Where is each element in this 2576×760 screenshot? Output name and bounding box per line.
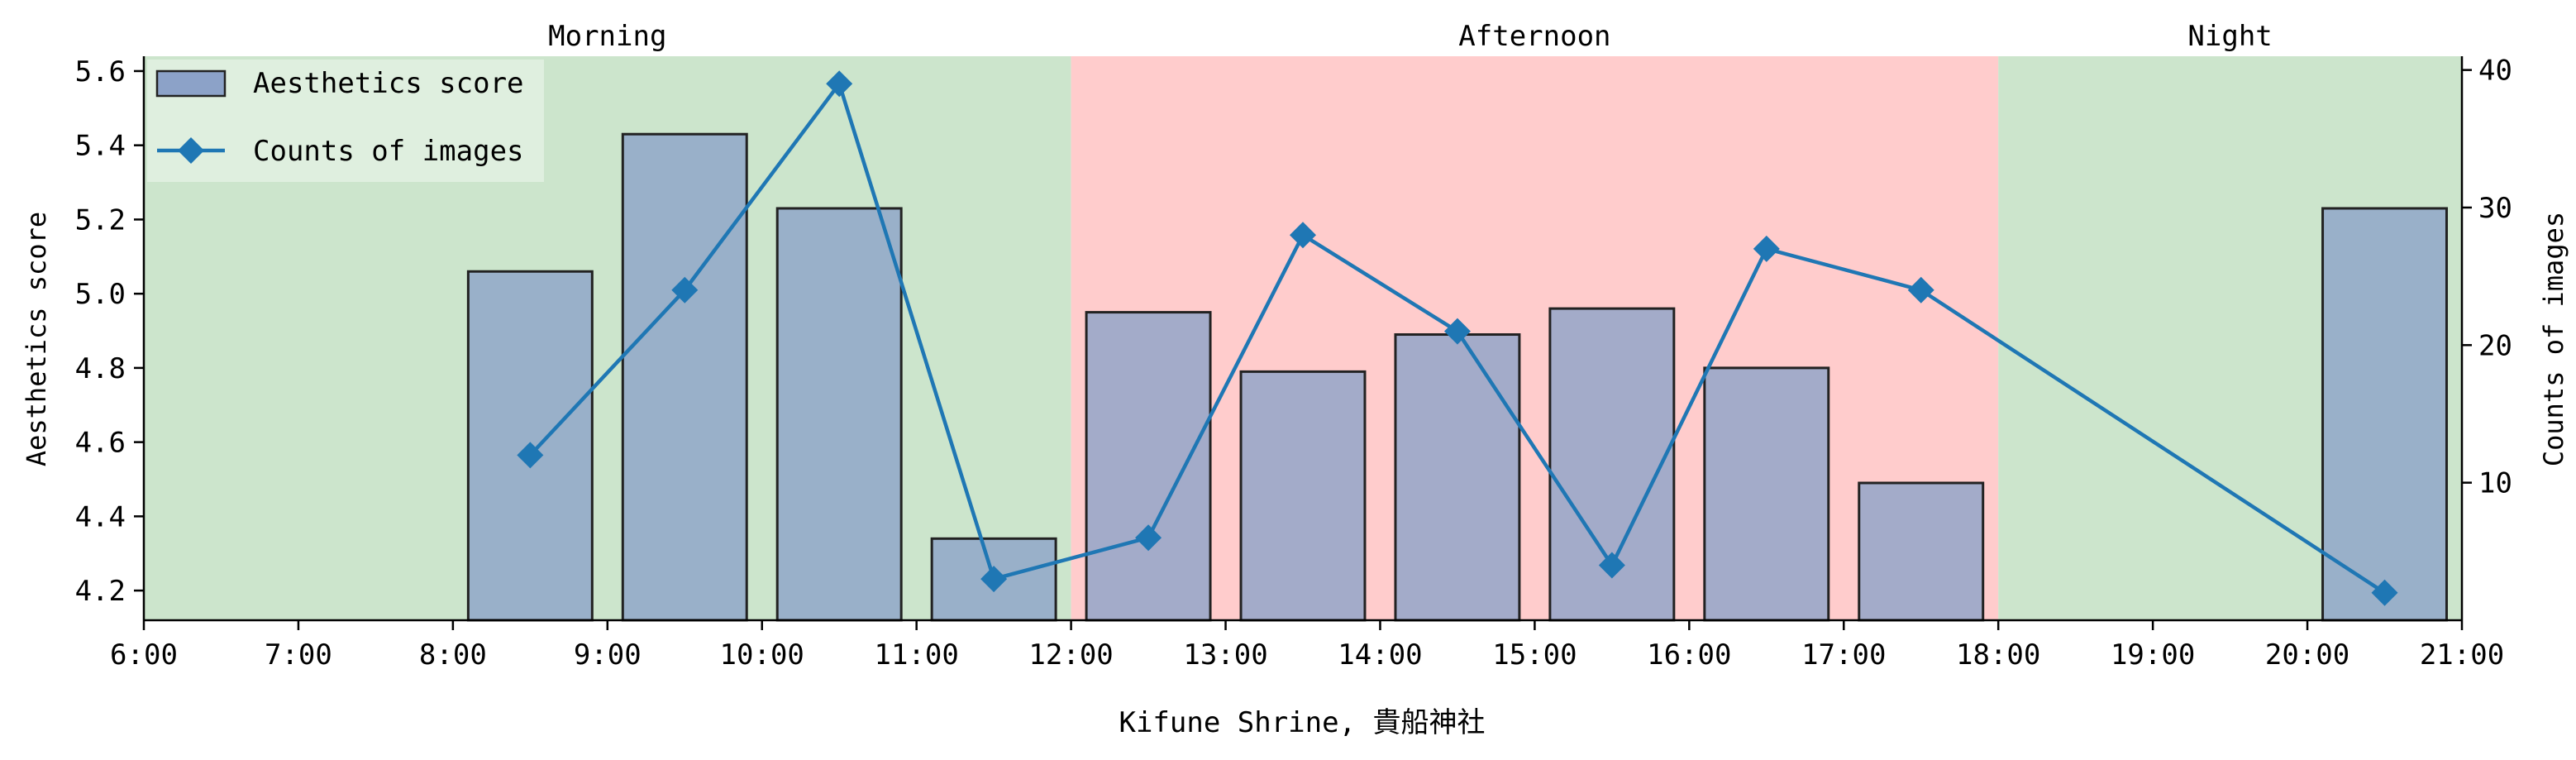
y-tick-label-left: 5.4 bbox=[75, 130, 126, 163]
legend-bar-label: Aesthetics score bbox=[253, 67, 524, 100]
bar bbox=[621, 132, 748, 622]
bar bbox=[1394, 333, 1521, 622]
period-label-morning: Morning bbox=[548, 20, 666, 53]
x-tick-label: 13:00 bbox=[1183, 638, 1267, 672]
line-point bbox=[1598, 552, 1625, 579]
y-tick-label-right: 20 bbox=[2478, 329, 2512, 362]
period-label-afternoon: Afternoon bbox=[1458, 20, 1610, 53]
x-tick-label: 16:00 bbox=[1647, 638, 1731, 672]
bar bbox=[1858, 481, 1985, 622]
line-point bbox=[671, 276, 699, 304]
y-tick-label-right: 30 bbox=[2478, 192, 2512, 225]
x-tick-label: 8:00 bbox=[419, 638, 487, 672]
line-point bbox=[1443, 318, 1471, 345]
x-tick-label: 12:00 bbox=[1028, 638, 1113, 672]
y-tick-label-left: 4.6 bbox=[75, 427, 126, 460]
legend: Aesthetics score Counts of images bbox=[147, 60, 544, 182]
bars-layer bbox=[466, 132, 2449, 622]
x-tick-label: 11:00 bbox=[874, 638, 958, 672]
period-label-night: Night bbox=[2187, 20, 2272, 53]
y-tick-label-left: 5.2 bbox=[75, 203, 126, 237]
line-point bbox=[826, 70, 853, 98]
bar bbox=[1239, 370, 1367, 622]
bar bbox=[1703, 366, 1830, 622]
legend-line-label: Counts of images bbox=[253, 135, 524, 168]
x-tick-label: 20:00 bbox=[2265, 638, 2349, 672]
line-layer bbox=[517, 70, 2398, 606]
line-point bbox=[2371, 579, 2398, 606]
bar bbox=[2321, 207, 2449, 622]
period-labels: Morning Afternoon Night bbox=[548, 20, 2273, 53]
bar bbox=[775, 207, 903, 622]
x-tick-label: 15:00 bbox=[1492, 638, 1577, 672]
axes: 6:00 7:00 8:00 9:00 10:00 11:00 12:00 13:00 14:0… bbox=[75, 55, 2512, 672]
y-tick-label-right: 40 bbox=[2478, 55, 2512, 88]
period-band-afternoon bbox=[1071, 56, 1999, 620]
bar bbox=[1085, 311, 1212, 622]
y-tick-label-left: 5.0 bbox=[75, 278, 126, 311]
period-backgrounds bbox=[144, 56, 2462, 620]
line-point bbox=[517, 442, 544, 469]
x-axis-label: Kifune Shrine, 貴船神社 bbox=[1119, 706, 1485, 739]
x-tick-label: 17:00 bbox=[1801, 638, 1886, 672]
bar bbox=[466, 270, 594, 622]
legend-line-marker bbox=[178, 137, 204, 164]
line-point bbox=[980, 566, 1008, 593]
x-tick-label: 14:00 bbox=[1338, 638, 1422, 672]
y-tick-label-left: 5.6 bbox=[75, 55, 126, 88]
x-tick-label: 21:00 bbox=[2420, 638, 2504, 672]
legend-bar-swatch bbox=[155, 69, 227, 98]
y-tick-label-left: 4.4 bbox=[75, 500, 126, 533]
y-axis-label-left: Aesthetics score bbox=[21, 212, 52, 466]
line-point bbox=[1135, 524, 1162, 552]
y-tick-label-right: 10 bbox=[2478, 467, 2512, 500]
line-point bbox=[1907, 276, 1934, 304]
x-tick-label: 19:00 bbox=[2111, 638, 2195, 672]
x-tick-label: 7:00 bbox=[265, 638, 332, 672]
line-point bbox=[1290, 222, 1316, 249]
line-point bbox=[1753, 235, 1780, 262]
x-tick-label: 6:00 bbox=[110, 638, 178, 672]
y-axis-label-right: Counts of images bbox=[2538, 212, 2569, 466]
x-tick-label: 18:00 bbox=[1956, 638, 2040, 672]
y-tick-label-left: 4.8 bbox=[75, 352, 126, 385]
y-tick-label-left: 4.2 bbox=[75, 575, 126, 608]
x-tick-label: 10:00 bbox=[720, 638, 804, 672]
x-tick-label: 9:00 bbox=[574, 638, 642, 672]
